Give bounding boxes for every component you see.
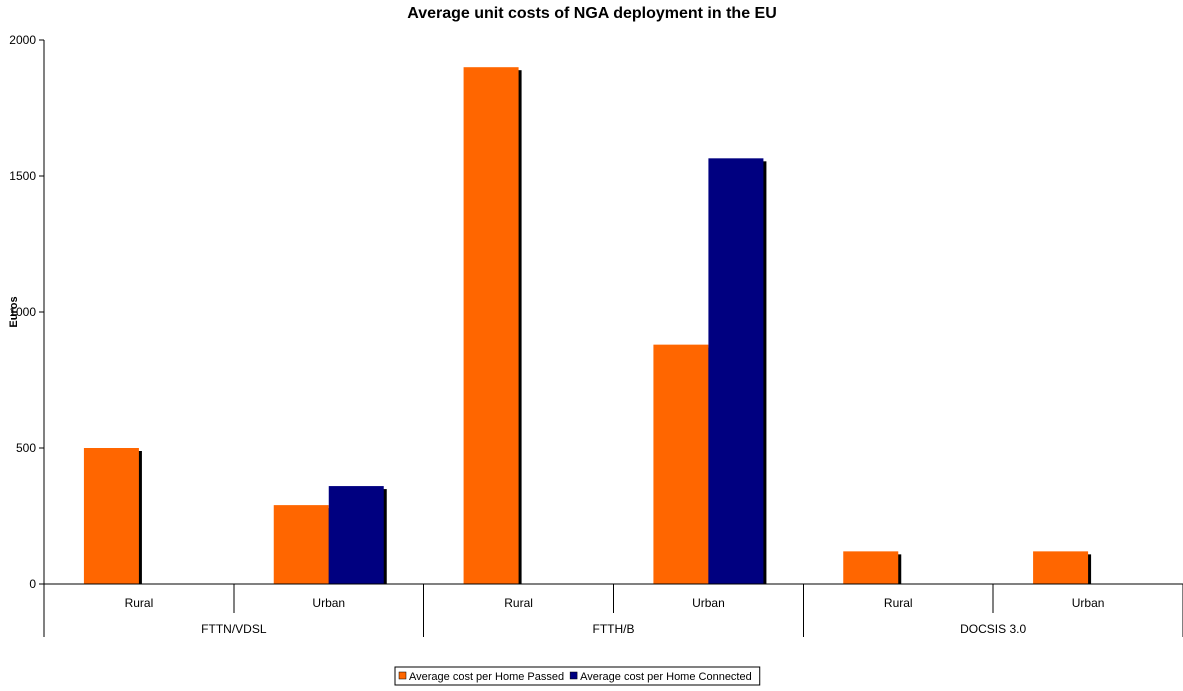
x-group-label: FTTH/B [593, 622, 635, 636]
bar [83, 448, 139, 584]
x-axis: Rural Urban Rural Urban Rural Urban FTTN/VDSL F… [43, 40, 1183, 637]
bar [708, 158, 764, 584]
x-tick-label: Rural [125, 596, 154, 610]
legend-label: Average cost per Home Connected [580, 671, 752, 683]
y-axis-label: Euros [8, 296, 20, 327]
bar [1033, 551, 1089, 584]
bar [463, 67, 519, 584]
bars [83, 67, 1092, 584]
y-tick-label: 0 [29, 577, 36, 591]
legend-label: Average cost per Home Passed [409, 671, 564, 683]
legend: Average cost per Home Passed Average cost… [394, 666, 761, 686]
bar [328, 486, 384, 584]
x-group-label: DOCSIS 3.0 [960, 622, 1026, 636]
x-tick-label: Urban [692, 596, 725, 610]
y-tick-label: 500 [16, 441, 36, 455]
bar [843, 551, 899, 584]
chart-title: Average unit costs of NGA deployment in … [407, 5, 777, 22]
y-tick-label: 1500 [9, 169, 36, 183]
x-tick-label: Rural [504, 596, 533, 610]
x-tick-label: Urban [1072, 596, 1105, 610]
x-tick-label: Rural [884, 596, 913, 610]
legend-swatch [398, 671, 407, 680]
y-tick-label: 1000 [9, 305, 36, 319]
legend-swatch [569, 671, 578, 680]
x-group-label: FTTN/VDSL [201, 622, 267, 636]
legend-box [394, 666, 761, 686]
bar [653, 344, 709, 584]
y-tick-label: 2000 [9, 33, 36, 47]
bar [273, 505, 329, 584]
y-axis-ticks: 0 500 1000 1500 2000 [9, 33, 44, 591]
x-tick-label: Urban [312, 596, 345, 610]
